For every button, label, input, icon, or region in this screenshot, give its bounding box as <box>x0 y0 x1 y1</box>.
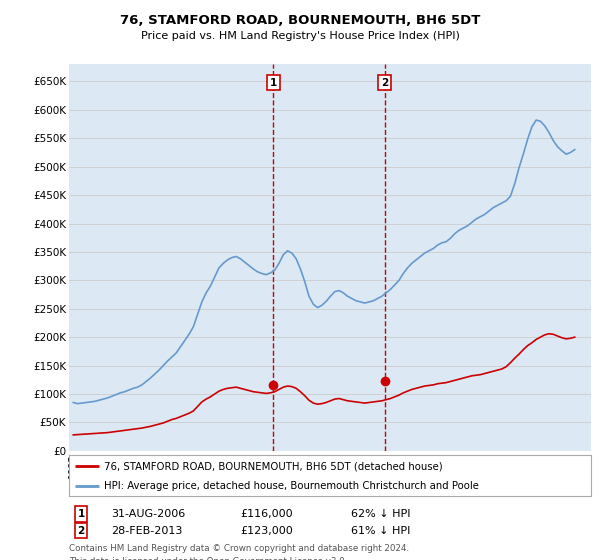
Text: 76, STAMFORD ROAD, BOURNEMOUTH, BH6 5DT: 76, STAMFORD ROAD, BOURNEMOUTH, BH6 5DT <box>120 14 480 27</box>
Text: Price paid vs. HM Land Registry's House Price Index (HPI): Price paid vs. HM Land Registry's House … <box>140 31 460 41</box>
Text: 1: 1 <box>269 78 277 87</box>
Text: HPI: Average price, detached house, Bournemouth Christchurch and Poole: HPI: Average price, detached house, Bour… <box>104 480 479 491</box>
Text: 2: 2 <box>77 526 85 536</box>
Text: 31-AUG-2006: 31-AUG-2006 <box>111 509 185 519</box>
Text: 62% ↓ HPI: 62% ↓ HPI <box>351 509 410 519</box>
Text: 76, STAMFORD ROAD, BOURNEMOUTH, BH6 5DT (detached house): 76, STAMFORD ROAD, BOURNEMOUTH, BH6 5DT … <box>104 461 443 471</box>
Text: 61% ↓ HPI: 61% ↓ HPI <box>351 526 410 536</box>
Text: 1: 1 <box>77 509 85 519</box>
Text: £123,000: £123,000 <box>240 526 293 536</box>
Text: Contains HM Land Registry data © Crown copyright and database right 2024.
This d: Contains HM Land Registry data © Crown c… <box>69 544 409 560</box>
Text: £116,000: £116,000 <box>240 509 293 519</box>
Text: 28-FEB-2013: 28-FEB-2013 <box>111 526 182 536</box>
Text: 2: 2 <box>381 78 388 87</box>
